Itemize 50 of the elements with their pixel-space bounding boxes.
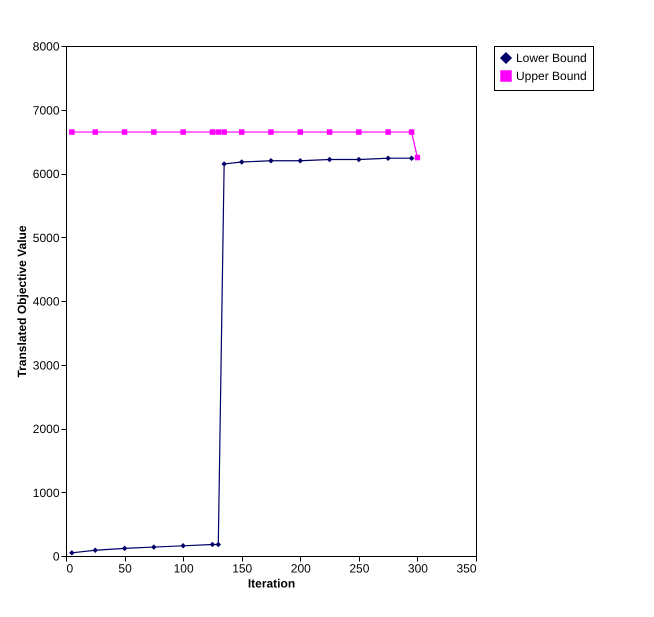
point — [221, 161, 227, 167]
x-tick-label: 250 — [349, 562, 370, 576]
point — [180, 129, 186, 135]
x-tick-label: 50 — [118, 562, 132, 576]
legend-label: Upper Bound — [516, 69, 587, 83]
x-tick-label: 200 — [290, 562, 312, 576]
point — [385, 129, 391, 135]
y-tick-label: 1000 — [32, 486, 60, 500]
point — [151, 544, 157, 550]
point — [356, 129, 362, 135]
point — [238, 159, 244, 165]
point — [326, 156, 332, 162]
y-tick-label: 8000 — [32, 40, 60, 54]
point — [414, 154, 420, 160]
point — [151, 129, 157, 135]
point — [298, 129, 304, 135]
point — [298, 158, 304, 164]
y-tick-label: 5000 — [32, 230, 60, 245]
point — [122, 546, 128, 552]
point — [216, 542, 222, 548]
y-tick-label: 6000 — [32, 167, 60, 181]
legend-label: Lower Bound — [516, 51, 587, 65]
x-tick-label: 150 — [232, 562, 253, 576]
point — [221, 129, 227, 135]
point — [69, 129, 75, 135]
x-tick-label: 300 — [408, 562, 428, 576]
point — [238, 129, 244, 135]
x-tick-label: 100 — [174, 562, 194, 576]
point — [69, 550, 75, 556]
point — [210, 542, 216, 548]
y-tick-label: 0 — [52, 550, 60, 564]
point — [122, 129, 128, 135]
point — [385, 155, 391, 161]
y-axis-title: Translated Objective Value — [14, 225, 29, 378]
x-tick-label: 0 — [66, 562, 74, 576]
x-tick-label: 350 — [456, 562, 477, 576]
point — [216, 129, 222, 135]
point — [408, 155, 414, 161]
point — [210, 129, 216, 135]
point — [268, 129, 274, 135]
point — [408, 129, 414, 135]
y-tick-label: 3000 — [32, 358, 60, 372]
y-tick-label: 2000 — [32, 422, 60, 436]
point — [92, 129, 98, 135]
point — [326, 129, 332, 135]
y-tick-label: 7000 — [32, 103, 60, 118]
point — [180, 543, 186, 549]
y-tick-label: 4000 — [32, 294, 60, 308]
point — [92, 548, 98, 553]
x-axis-title: Iteration — [248, 576, 296, 590]
